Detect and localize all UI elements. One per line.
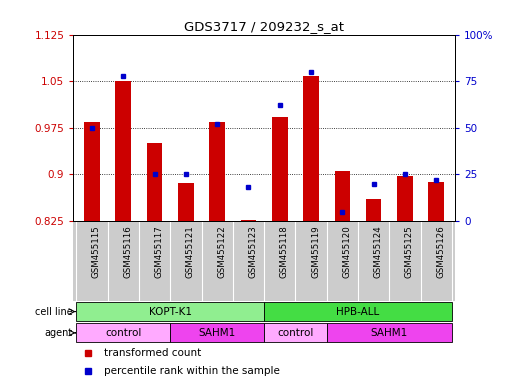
FancyBboxPatch shape — [264, 323, 327, 343]
Bar — [178, 183, 194, 221]
Text: control: control — [105, 328, 142, 338]
Text: percentile rank within the sample: percentile rank within the sample — [104, 366, 280, 376]
Text: GSM455124: GSM455124 — [373, 225, 383, 278]
Bar — [397, 176, 413, 221]
Text: GSM455115: GSM455115 — [92, 225, 101, 278]
Bar — [428, 182, 444, 221]
Text: GSM455118: GSM455118 — [280, 225, 289, 278]
Text: GSM455116: GSM455116 — [123, 225, 132, 278]
Text: cell line: cell line — [35, 306, 73, 316]
Text: SAHM1: SAHM1 — [371, 328, 408, 338]
Bar — [209, 122, 225, 221]
Text: GSM455125: GSM455125 — [405, 225, 414, 278]
Text: GSM455126: GSM455126 — [436, 225, 445, 278]
Bar — [116, 81, 131, 221]
Text: transformed count: transformed count — [104, 348, 201, 358]
Text: GSM455121: GSM455121 — [186, 225, 195, 278]
Text: control: control — [277, 328, 314, 338]
FancyBboxPatch shape — [76, 323, 170, 343]
Text: GSM455117: GSM455117 — [155, 225, 164, 278]
Bar — [303, 76, 319, 221]
Text: SAHM1: SAHM1 — [199, 328, 236, 338]
Title: GDS3717 / 209232_s_at: GDS3717 / 209232_s_at — [184, 20, 344, 33]
Text: GSM455120: GSM455120 — [343, 225, 351, 278]
FancyBboxPatch shape — [170, 323, 264, 343]
FancyBboxPatch shape — [264, 302, 452, 321]
Bar — [272, 117, 288, 221]
Bar — [335, 171, 350, 221]
Text: GSM455119: GSM455119 — [311, 225, 320, 278]
Bar — [366, 199, 381, 221]
Bar — [84, 122, 100, 221]
Text: GSM455123: GSM455123 — [248, 225, 257, 278]
FancyBboxPatch shape — [76, 302, 264, 321]
Text: GSM455122: GSM455122 — [217, 225, 226, 278]
Text: agent: agent — [44, 328, 73, 338]
Text: HPB-ALL: HPB-ALL — [336, 306, 380, 316]
Bar — [241, 220, 256, 221]
Bar — [147, 143, 163, 221]
FancyBboxPatch shape — [327, 323, 452, 343]
Text: KOPT-K1: KOPT-K1 — [149, 306, 192, 316]
